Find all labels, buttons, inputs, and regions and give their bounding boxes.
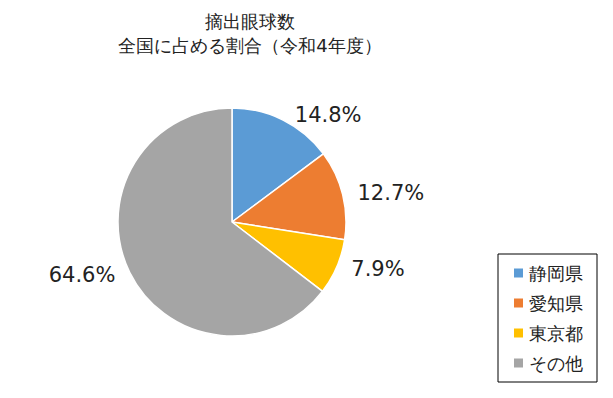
svg-text:摘出眼球数: 摘出眼球数 — [205, 11, 295, 32]
svg-text:その他: その他 — [529, 353, 583, 374]
svg-text:12.7%: 12.7% — [358, 181, 425, 205]
svg-text:14.8%: 14.8% — [295, 103, 362, 127]
svg-text:愛知県: 愛知県 — [529, 293, 583, 314]
svg-text:7.9%: 7.9% — [351, 257, 404, 281]
svg-text:64.6%: 64.6% — [49, 263, 116, 287]
svg-text:静岡県: 静岡県 — [529, 263, 583, 284]
svg-text:全国に占める割合（令和4年度）: 全国に占める割合（令和4年度） — [118, 35, 381, 56]
svg-text:東京都: 東京都 — [529, 323, 583, 344]
